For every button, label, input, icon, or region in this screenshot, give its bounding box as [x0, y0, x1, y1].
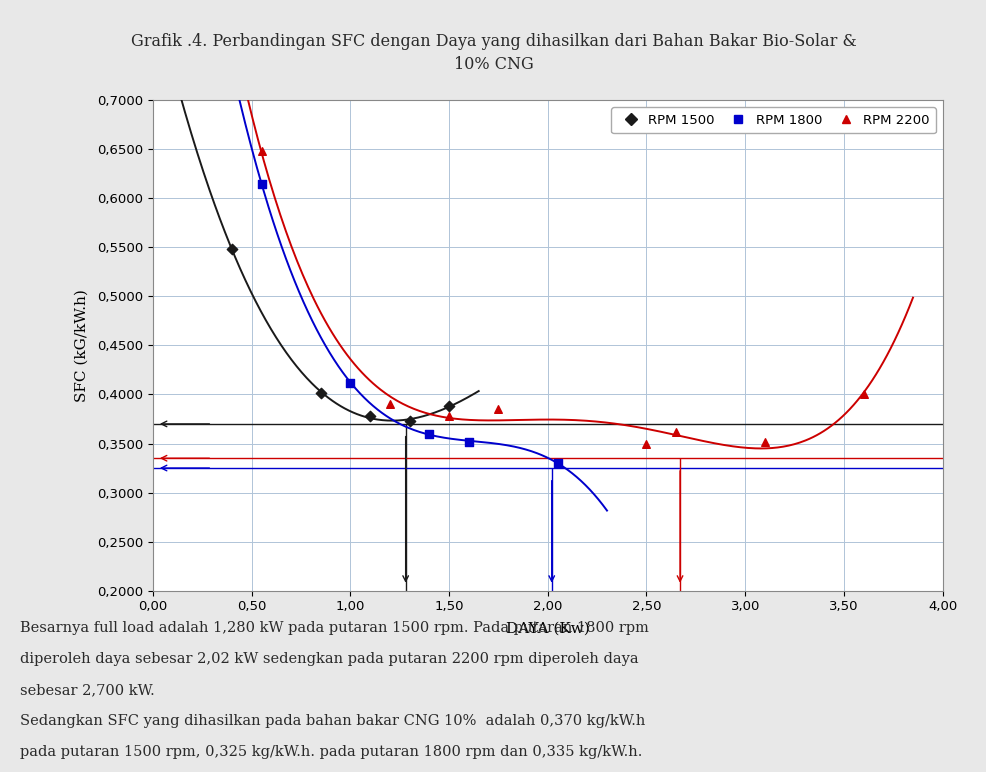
Point	[313, 386, 328, 398]
Text: Besarnya full load adalah 1,280 kW pada putaran 1500 rpm. Pada putaran 1800 rpm: Besarnya full load adalah 1,280 kW pada …	[20, 621, 648, 635]
Text: 10% CNG: 10% CNG	[454, 56, 532, 73]
Point	[490, 403, 506, 415]
Y-axis label: SFC (kG/kW.h): SFC (kG/kW.h)	[75, 289, 89, 402]
Point	[441, 400, 457, 412]
Point	[855, 388, 871, 401]
Point	[756, 435, 772, 448]
Point	[342, 377, 358, 389]
Point	[668, 425, 683, 438]
Text: Grafik .4. Perbandingan SFC dengan Daya yang dihasilkan dari Bahan Bakar Bio-Sol: Grafik .4. Perbandingan SFC dengan Daya …	[130, 33, 856, 50]
Text: diperoleh daya sebesar 2,02 kW sedengkan pada putaran 2200 rpm diperoleh daya: diperoleh daya sebesar 2,02 kW sedengkan…	[20, 652, 638, 666]
Point	[362, 410, 378, 422]
Point	[638, 437, 654, 449]
Point	[441, 410, 457, 422]
X-axis label: DAYA (Kw): DAYA (Kw)	[506, 621, 589, 635]
Point	[549, 457, 565, 469]
Text: Sedangkan SFC yang dihasilkan pada bahan bakar CNG 10%  adalah 0,370 kg/kW.h: Sedangkan SFC yang dihasilkan pada bahan…	[20, 714, 645, 728]
Point	[253, 145, 269, 157]
Point	[460, 435, 476, 448]
Point	[401, 415, 417, 427]
Point	[421, 428, 437, 440]
Text: sebesar 2,700 kW.: sebesar 2,700 kW.	[20, 683, 155, 697]
Legend: RPM 1500, RPM 1800, RPM 2200: RPM 1500, RPM 1800, RPM 2200	[610, 107, 935, 133]
Point	[253, 178, 269, 190]
Text: pada putaran 1500 rpm, 0,325 kg/kW.h. pada putaran 1800 rpm dan 0,335 kg/kW.h.: pada putaran 1500 rpm, 0,325 kg/kW.h. pa…	[20, 745, 642, 759]
Point	[382, 398, 397, 411]
Point	[224, 243, 240, 256]
